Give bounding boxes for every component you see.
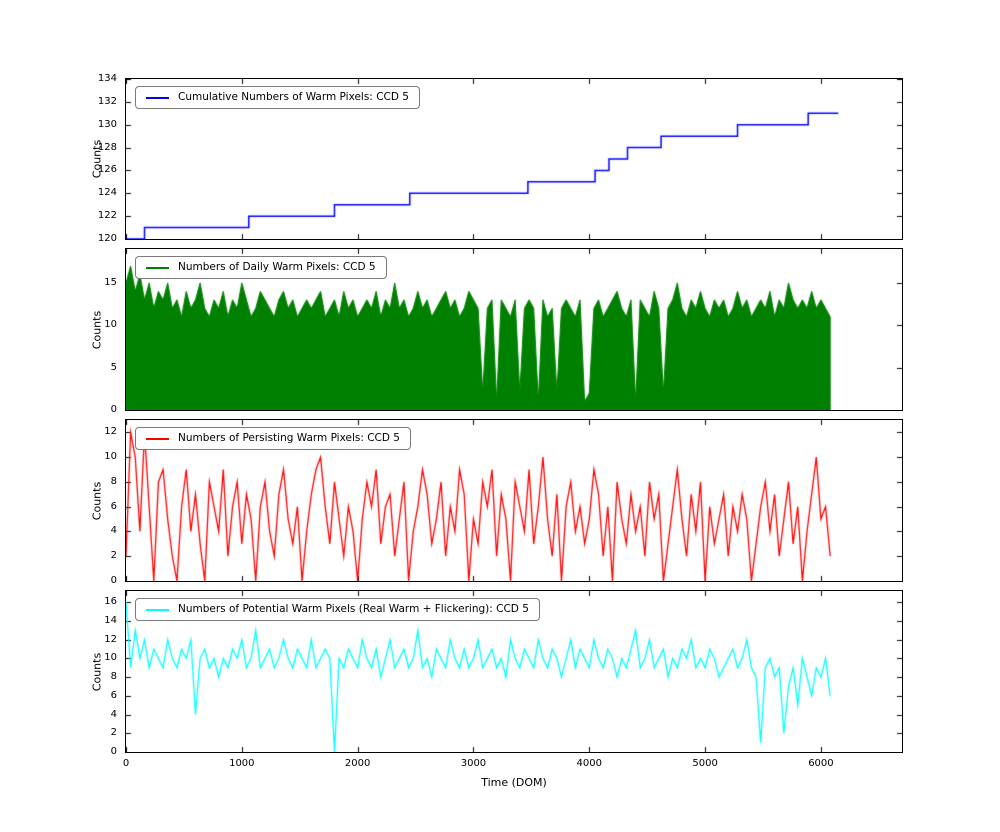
x-tick-label: 1000 (229, 758, 255, 769)
y-tick-label: 132 (97, 95, 117, 107)
subplot-cumulative-warm-pixels: Cumulative Numbers of Warm Pixels: CCD 5 (125, 78, 903, 240)
legend-cumulative: Cumulative Numbers of Warm Pixels: CCD 5 (135, 86, 420, 109)
x-axis-label: Time (DOM) (481, 776, 547, 789)
legend-label: Numbers of Potential Warm Pixels (Real W… (178, 603, 529, 615)
legend-persisting: Numbers of Persisting Warm Pixels: CCD 5 (135, 427, 411, 450)
legend-daily: Numbers of Daily Warm Pixels: CCD 5 (135, 256, 387, 279)
legend-label: Numbers of Daily Warm Pixels: CCD 5 (178, 261, 376, 273)
x-tick-label: 4000 (576, 758, 602, 769)
y-tick-label: 124 (97, 187, 117, 199)
y-tick-label: 4 (110, 708, 117, 720)
x-tick-label: 5000 (692, 758, 718, 769)
legend-label: Numbers of Persisting Warm Pixels: CCD 5 (178, 432, 400, 444)
y-tick-label: 6 (110, 689, 117, 701)
y-tick-label: 0 (110, 575, 117, 586)
x-tick-label: 0 (122, 758, 130, 769)
y-tick-label: 126 (97, 164, 117, 176)
y-tick-label: 128 (97, 141, 117, 153)
legend-line-sample (146, 608, 169, 611)
y-tick-label: 8 (110, 475, 117, 487)
y-tick-label: 14 (104, 614, 117, 626)
y-tick-label: 130 (97, 118, 117, 130)
x-tick-label: 6000 (808, 758, 834, 769)
y-tick-label: 0 (110, 404, 117, 415)
y-tick-label: 134 (97, 73, 117, 84)
y-tick-label: 2 (110, 727, 117, 739)
y-tick-label: 10 (104, 451, 117, 463)
legend-line-sample (146, 266, 169, 269)
y-tick-label: 5 (110, 361, 117, 373)
y-tick-label: 10 (104, 652, 117, 664)
y-tick-label: 15 (104, 276, 117, 288)
y-tick-label: 0 (110, 746, 117, 757)
y-tick-label: 4 (110, 525, 117, 537)
subplot-persisting-warm-pixels: Numbers of Persisting Warm Pixels: CCD 5 (125, 419, 903, 582)
subplot-daily-warm-pixels: Numbers of Daily Warm Pixels: CCD 5 (125, 248, 903, 411)
subplot-potential-warm-pixels: Numbers of Potential Warm Pixels (Real W… (125, 590, 903, 753)
y-tick-label: 12 (104, 633, 117, 645)
y-tick-label: 6 (110, 500, 117, 512)
y-tick-label: 12 (104, 426, 117, 438)
y-tick-label: 120 (97, 233, 117, 244)
legend-line-sample (146, 437, 169, 440)
legend-potential: Numbers of Potential Warm Pixels (Real W… (135, 598, 540, 621)
y-tick-label: 2 (110, 550, 117, 562)
legend-label: Cumulative Numbers of Warm Pixels: CCD 5 (178, 91, 409, 103)
y-tick-label: 10 (104, 319, 117, 331)
x-tick-label: 2000 (344, 758, 371, 769)
y-tick-label: 8 (110, 671, 117, 683)
y-tick-label: 122 (97, 210, 117, 222)
legend-line-sample (146, 96, 169, 99)
y-tick-label: 16 (104, 596, 117, 608)
x-tick-label: 3000 (460, 758, 487, 769)
